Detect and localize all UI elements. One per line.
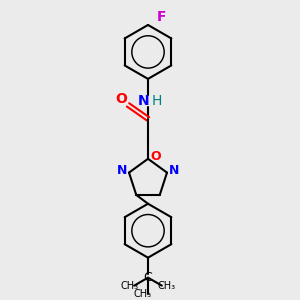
Text: CH₃: CH₃ [158,280,176,291]
Text: O: O [151,150,161,163]
Text: CH₃: CH₃ [120,280,138,291]
Text: C: C [144,271,152,284]
Text: N: N [138,94,150,108]
Text: N: N [117,164,127,177]
Text: H: H [152,94,162,108]
Text: N: N [169,164,179,177]
Text: F: F [157,10,167,24]
Text: O: O [115,92,127,106]
Text: CH₃: CH₃ [134,289,152,298]
